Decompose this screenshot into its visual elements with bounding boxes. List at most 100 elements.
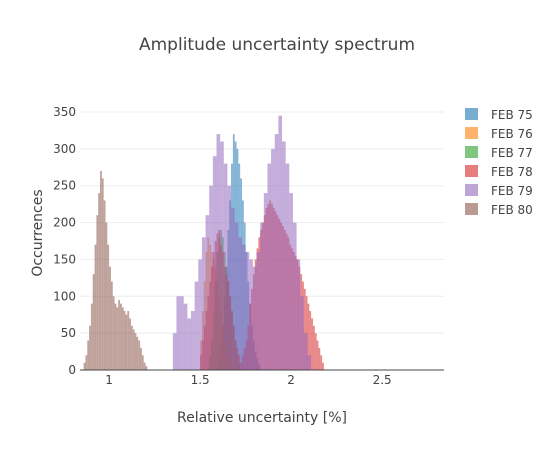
y-tick-label: 350 [53,105,76,119]
legend-item[interactable]: FEB 76 [465,127,533,141]
histogram-bar [220,141,224,370]
histogram-bar [127,311,130,370]
x-tick-label: 1 [105,373,113,387]
legend-label: FEB 79 [491,184,533,198]
legend-item[interactable]: FEB 75 [465,108,533,122]
histogram-bar [129,318,131,370]
histogram-bar [278,115,283,370]
histogram-bar [296,259,301,370]
y-tick-label: 150 [53,252,76,266]
histogram-bar [205,215,210,370]
histogram-bar [112,296,115,370]
histogram-bar [120,303,122,370]
legend-item[interactable]: FEB 78 [465,165,533,179]
histogram-bar [118,299,121,370]
y-tick-label: 200 [53,216,76,230]
histogram-bar [316,340,319,370]
histogram-bar [89,325,91,370]
x-tick-label: 2 [287,373,295,387]
legend-swatch [465,108,478,120]
histogram-bar [180,296,184,370]
histogram-bar [274,134,279,370]
histogram-bar [256,252,261,370]
histogram-bar [125,314,128,370]
histogram-bar [231,207,235,370]
histogram-bar [100,170,102,370]
y-tick-label: 300 [53,142,76,156]
histogram-bar [285,163,290,370]
y-tick-label: 0 [68,363,76,377]
histogram-bar [271,148,275,370]
histogram-bar [312,325,315,370]
y-tick-label: 100 [53,289,76,303]
histogram-bar [252,266,257,370]
histogram-bar [176,296,181,370]
histogram-bar [320,355,323,370]
legend-swatch [465,184,478,196]
series-feb-79 [172,115,312,370]
series-feb-80 [83,170,148,370]
legend-swatch [465,146,478,158]
legend-swatch [465,127,478,139]
histogram-bar [183,303,188,370]
histogram-bar [105,222,108,370]
legend-label: FEB 77 [491,146,533,160]
histogram-bar [123,311,126,370]
legend-label: FEB 75 [491,108,533,122]
histogram-bar [318,347,321,370]
histogram-bar [282,141,286,370]
histogram-bar [238,237,242,370]
histogram-bar [311,318,313,370]
histogram-bar [201,237,206,370]
histogram-bar [85,355,88,370]
histogram-bar [103,200,106,370]
histogram-bar [138,340,141,370]
histogram-bar [92,274,95,370]
y-tick-label: 50 [61,326,76,340]
histogram-bar [98,193,101,370]
histogram-bar [307,355,312,370]
histogram-bar [307,303,310,370]
histogram-bar [94,244,97,370]
legend-item[interactable]: FEB 80 [465,203,533,217]
legend-item[interactable]: FEB 77 [465,146,533,160]
legend-item[interactable]: FEB 79 [465,184,533,198]
histogram-bar [260,222,264,370]
histogram-bar [289,193,293,370]
y-axis-label: Occurrences [30,189,46,276]
x-tick-label: 1.5 [191,373,210,387]
histogram-bar [145,366,148,370]
histogram-bar [136,336,139,370]
histogram-bar [116,307,119,370]
histogram-bar [309,311,312,370]
x-tick-label: 2.5 [373,373,392,387]
histogram-bar [143,362,146,370]
histogram-bar [130,325,133,370]
histogram-bar [303,288,306,370]
legend: FEB 75 FEB 76 FEB 77 FEB 78 FEB 79 FEB 80 [465,108,533,217]
histogram-bar [110,281,113,370]
histogram-bar [172,333,177,370]
histogram-bar [134,333,137,370]
histogram-bar [303,333,308,370]
legend-swatch [465,203,478,215]
histogram-bar [87,340,90,370]
histogram-bar [249,259,253,370]
histogram-bar [241,244,246,370]
x-axis-label: Relative uncertainty [%] [177,410,347,426]
histogram-bar [292,222,297,370]
y-tick-label: 250 [53,179,76,193]
legend-label: FEB 80 [491,203,533,217]
histogram-bar [212,156,217,370]
histogram-bar [191,311,195,370]
histogram-bar [300,296,304,370]
legend-swatch [465,165,478,177]
histogram-bar [187,318,192,370]
histogram-bar [314,333,317,370]
histogram-bar [245,252,250,370]
histogram-bar [234,222,239,370]
histogram-bar [132,329,135,370]
histogram-bar [194,281,199,370]
histogram-bar [114,303,117,370]
